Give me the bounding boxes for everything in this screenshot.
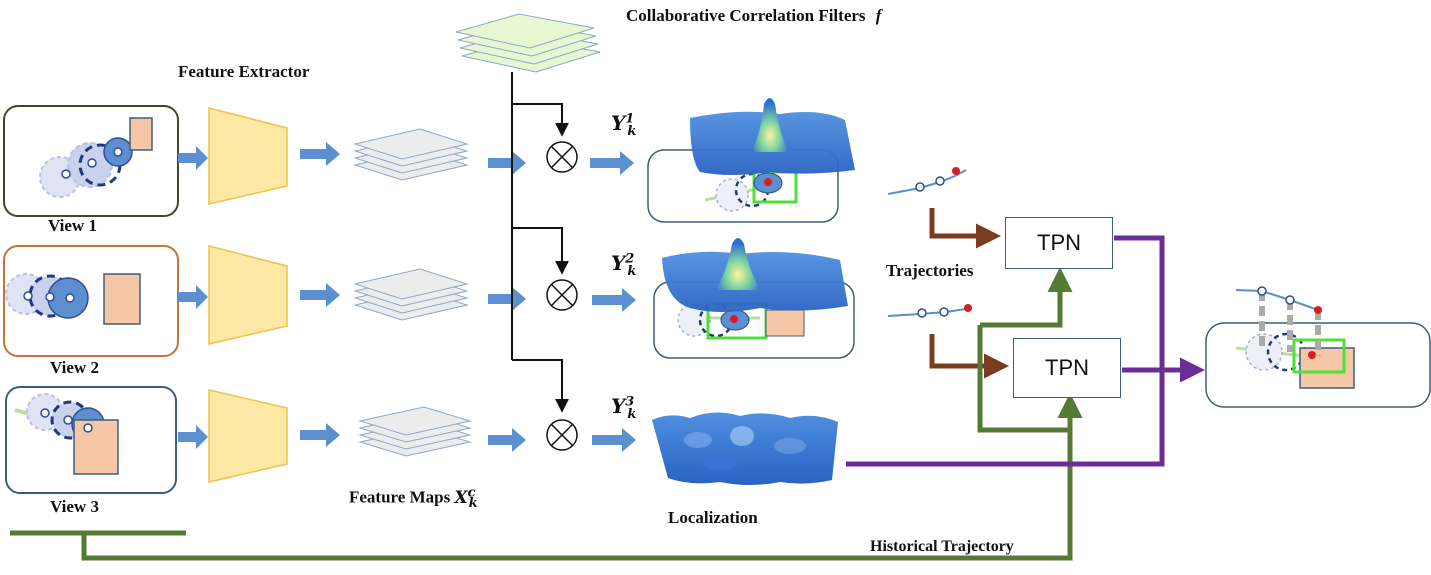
filters-symbol: f [875,6,882,25]
arrow-right-icon [592,288,636,312]
feature-maps-label: Feature Maps Xck [349,485,478,512]
final-output [1205,286,1431,408]
response-map-view3 [652,412,838,485]
brown-arrows [929,208,1009,379]
blue-arrows [178,142,636,452]
tpn-block-1: TPN [1005,217,1113,269]
view3-panel [5,386,177,494]
arrow-right-icon [488,428,526,452]
tpn-block-2: TPN [1013,338,1121,398]
arrow-right-icon [590,151,634,175]
view3-label: View 3 [50,497,99,516]
feature-extractor-label: Feature Extractor [178,62,310,81]
arrow-right-icon [488,151,526,175]
purple-lines [846,235,1205,467]
response-y2: Y2k [611,251,637,279]
arrow-right-icon [178,425,208,449]
response-y1: Y1k [611,111,637,139]
arrow-right-icon [300,423,340,447]
filter-stack [455,13,601,73]
historical-trajectory-label: Historical Trajectory [870,538,1014,555]
trajectories-label: Trajectories [886,261,974,280]
arrow-right-icon [488,287,526,311]
arrow-right-icon [300,283,340,307]
feature-map-stacks [353,128,472,457]
otimes-icon [546,419,578,451]
filters-label: Collaborative Correlation Filters f [626,6,882,25]
response-map-view1 [647,98,855,223]
arrow-right-icon [592,428,636,452]
arrow-right-icon [178,146,208,170]
trajectory-2 [887,304,973,318]
trajectory-1 [887,167,967,195]
otimes-icon [546,141,578,173]
view2-label: View 2 [50,358,99,377]
feature-extractors [208,107,288,483]
localization-label: Localization [668,508,758,527]
filter-distribution [511,72,569,413]
response-y3: Y3k [611,394,637,422]
correlation-operators [546,141,578,451]
response-map-view2 [653,238,855,359]
green-lines [10,267,1083,561]
view1-panel [3,105,179,217]
otimes-icon [546,279,578,311]
view1-label: View 1 [48,216,97,235]
view2-panel [3,245,179,357]
arrow-right-icon [178,285,208,309]
arrow-right-icon [300,142,340,166]
feature-maps-symbol: Xck [454,485,478,512]
